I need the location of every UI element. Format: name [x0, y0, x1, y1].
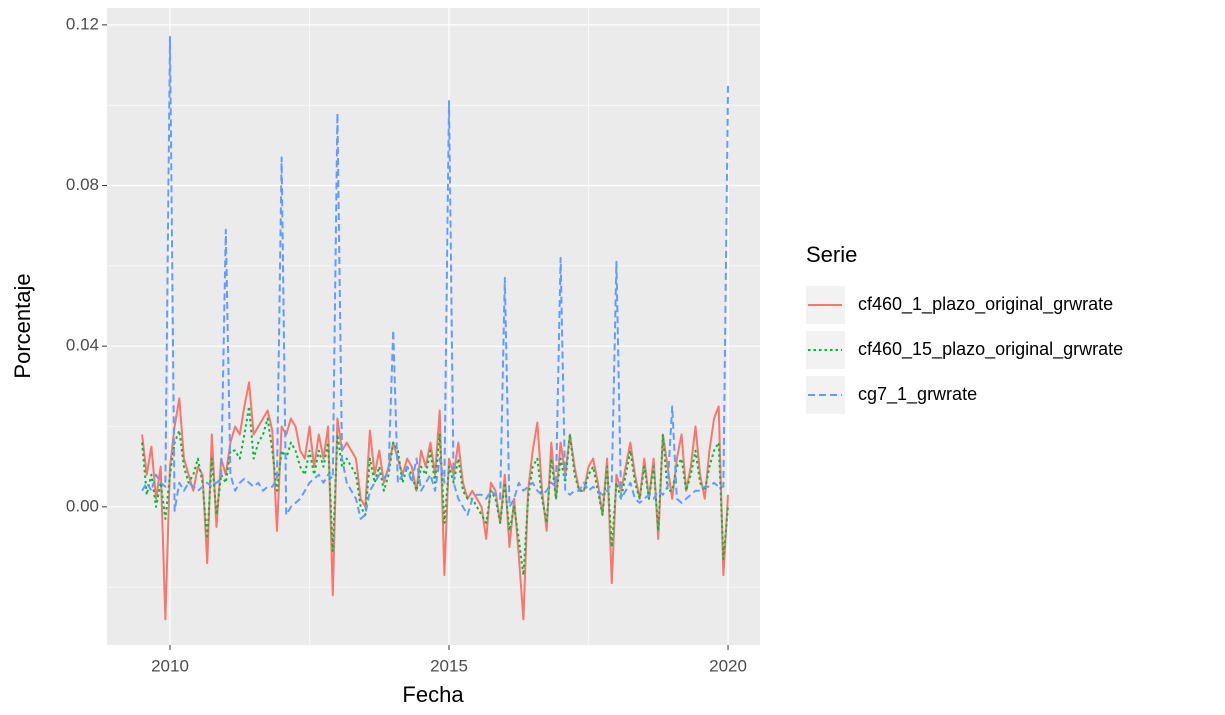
- y-tick-label: 0.00: [66, 496, 99, 515]
- x-tick-label: 2015: [430, 656, 468, 675]
- legend-label: cf460_15_plazo_original_grwrate: [858, 339, 1123, 360]
- panel: [107, 8, 760, 645]
- legend-label: cg7_1_grwrate: [858, 384, 977, 405]
- y-tick-label: 0.04: [66, 336, 99, 355]
- x-axis-label: Fecha: [402, 682, 464, 707]
- series-line: [141, 405, 730, 577]
- series-line: [141, 381, 730, 621]
- legend-title: Serie: [806, 242, 857, 267]
- y-tick-label: 0.08: [66, 175, 99, 194]
- x-tick-label: 2020: [709, 656, 747, 675]
- series-line: [141, 35, 730, 520]
- x-tick-label: 2010: [151, 656, 189, 675]
- legend-label: cf460_1_plazo_original_grwrate: [858, 294, 1113, 315]
- y-tick-label: 0.12: [66, 14, 99, 33]
- y-axis-label: Porcentaje: [10, 273, 35, 378]
